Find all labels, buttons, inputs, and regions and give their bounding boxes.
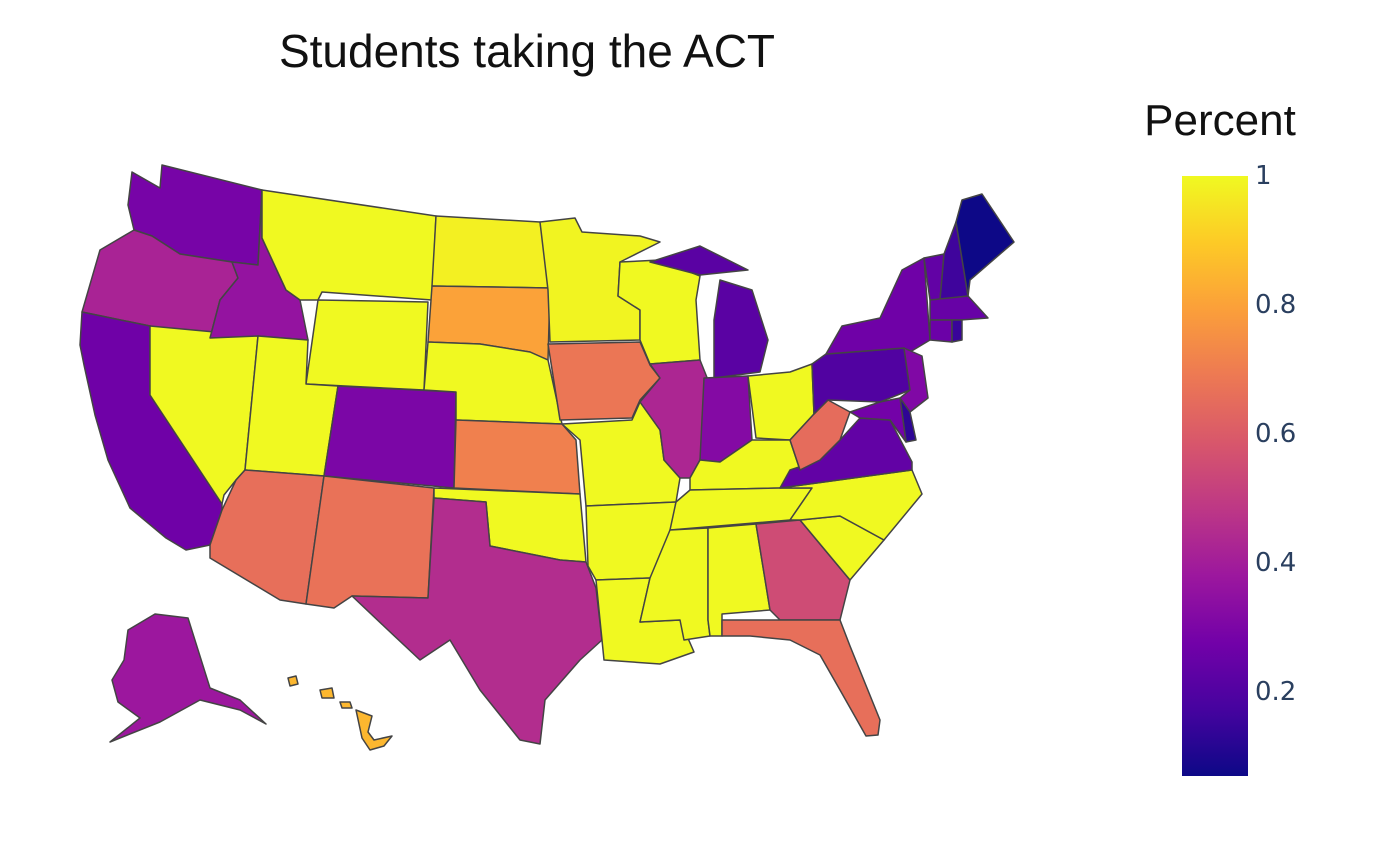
state-MA[interactable] [929,295,989,321]
state-FL[interactable] [721,619,881,737]
state-AK[interactable] [109,613,267,743]
colorbar-title: Percent [1144,96,1296,145]
state-MI[interactable] [649,245,769,379]
state-ND[interactable] [431,215,551,289]
state-KS[interactable] [453,419,581,495]
state-NC[interactable] [779,469,923,541]
state-TX[interactable] [351,497,603,745]
state-WY[interactable] [305,299,429,391]
state-NM[interactable] [305,475,435,609]
colorbar-gradient [1182,176,1248,776]
state-CT[interactable] [929,319,953,343]
colorbar-tick-label: 0.4 [1255,548,1297,579]
state-MD[interactable] [849,397,907,443]
state-ME[interactable] [955,193,1015,297]
state-NY[interactable] [825,257,931,355]
state-RI[interactable] [951,319,963,343]
colorbar-tick-label: 0.2 [1255,677,1297,708]
us-choropleth-map [79,164,1015,751]
state-IL[interactable] [639,359,709,479]
chart-title: Students taking the ACT [278,25,776,77]
colorbar-tick-label: 0.8 [1255,290,1297,321]
colorbar-tick-label: 0.6 [1255,419,1297,450]
state-HI[interactable] [287,675,393,751]
colorbar-tick-label: 1 [1255,161,1272,191]
state-MT[interactable] [261,189,437,301]
state-CO[interactable] [323,385,457,489]
